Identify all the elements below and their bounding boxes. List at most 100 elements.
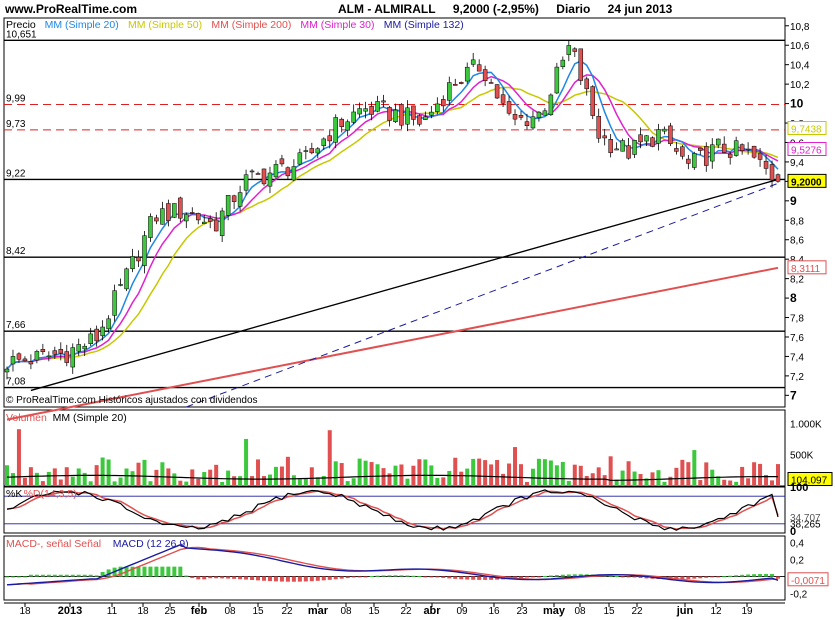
- panel-frame: [3, 486, 786, 534]
- candle: [16, 353, 22, 360]
- macd-histogram-bar: [10, 576, 15, 578]
- candle: [751, 145, 757, 158]
- x-tick-label: 2013: [58, 605, 82, 617]
- macd-histogram-bar: [118, 566, 123, 577]
- x-tick-label: 22: [281, 606, 293, 617]
- y-tick-label: 0,2: [790, 556, 804, 567]
- macd-histogram-bar: [40, 574, 45, 577]
- volume-bar: [262, 476, 266, 486]
- candle: [160, 208, 165, 225]
- legend-item: %D(14,3,5): [24, 488, 77, 500]
- volume-bar: [339, 463, 344, 486]
- volume-bar: [267, 474, 272, 486]
- volume-bar: [608, 456, 613, 486]
- macd-histogram-bar: [196, 576, 201, 580]
- candle: [184, 214, 189, 222]
- macd-histogram-bar: [70, 574, 75, 577]
- macd-histogram-bar: [752, 574, 757, 577]
- candle: [255, 173, 261, 175]
- volume-bar: [184, 481, 189, 486]
- value-tag: [787, 120, 827, 135]
- candle: [393, 109, 398, 122]
- trend-line: [30, 178, 779, 392]
- legend-item: MACD (12 26 9): [113, 538, 189, 550]
- volume-bar: [375, 464, 380, 486]
- volume-bar: [70, 476, 75, 486]
- candle: [327, 135, 332, 142]
- y-tick-label: 0: [790, 526, 796, 538]
- volume-bar: [160, 462, 165, 486]
- level-label: 9,99: [6, 94, 26, 105]
- candle: [10, 356, 16, 365]
- macd-histogram-bar: [5, 576, 9, 578]
- volume-bar: [244, 438, 249, 486]
- x-tick-label: 12: [710, 606, 722, 617]
- candle: [482, 69, 488, 81]
- macd-histogram-bar: [52, 574, 57, 577]
- y-tick-label: 8,8: [790, 216, 804, 227]
- candle: [411, 105, 416, 120]
- volume-bar: [148, 481, 153, 486]
- candle: [602, 135, 607, 139]
- y-tick-label: 100: [790, 482, 808, 494]
- x-tick-label: 15: [368, 606, 380, 617]
- y-tick-label: 9: [790, 194, 797, 208]
- x-tick-label: 08: [574, 606, 586, 617]
- sma20-line: [6, 60, 779, 370]
- y-tick-label: 10,6: [790, 41, 810, 52]
- candle: [542, 110, 548, 116]
- macd-histogram-bar: [614, 575, 619, 577]
- panel-frame: [3, 17, 786, 408]
- volume-bar: [728, 480, 733, 486]
- volume-bar: [250, 476, 255, 486]
- volume-bar: [202, 472, 207, 486]
- volume-bar: [363, 460, 368, 486]
- value-tag-label: 8,3111: [791, 264, 821, 275]
- macd-histogram-bar: [202, 576, 207, 580]
- macd-histogram-bar: [608, 575, 613, 577]
- macd-histogram-bar: [94, 575, 99, 577]
- candle: [739, 144, 745, 151]
- macd-histogram-bar: [435, 576, 440, 578]
- candle: [339, 118, 344, 127]
- volume-bar: [106, 459, 111, 486]
- candle: [745, 148, 751, 151]
- x-tick-label: 25: [164, 606, 176, 617]
- candle: [64, 351, 70, 363]
- candle: [261, 168, 267, 185]
- candle: [291, 166, 297, 181]
- volume-bar: [680, 459, 685, 486]
- macd-histogram-bar: [387, 575, 392, 577]
- macd-histogram-bar: [447, 576, 452, 579]
- volume-bar: [662, 481, 667, 486]
- volume-bar: [82, 472, 87, 486]
- volume-bar: [405, 478, 410, 486]
- level-label: 7,66: [6, 320, 26, 331]
- candle: [632, 140, 637, 155]
- x-tick-label: may: [543, 605, 566, 617]
- macd-histogram-bar: [28, 574, 33, 577]
- macd-histogram-bar: [148, 566, 153, 577]
- y-tick-label: 0,4: [790, 539, 804, 550]
- volume-bar: [178, 480, 183, 486]
- macd-histogram-bar: [160, 566, 165, 577]
- legend-item: MM (Simple 132): [384, 19, 464, 31]
- candle: [172, 203, 177, 218]
- candle: [769, 164, 775, 181]
- candle: [196, 213, 201, 221]
- volume-bar: [459, 471, 464, 486]
- volume-bar: [5, 465, 9, 486]
- volume-bar: [196, 478, 201, 486]
- candle: [321, 138, 327, 147]
- macd-histogram-bar: [680, 576, 685, 580]
- volume-bar: [16, 429, 21, 486]
- chart-header: ALM - ALMIRALL 9,2000 (-2,95%) Diario 24…: [338, 2, 686, 16]
- legend-item: MM (Simple 200): [211, 19, 291, 31]
- volume-bar: [40, 481, 45, 486]
- candle: [303, 150, 309, 152]
- macd-histogram-bar: [746, 574, 751, 577]
- volume-bar: [118, 477, 123, 486]
- macd-histogram-bar: [405, 575, 410, 577]
- macd-histogram-bar: [776, 576, 780, 579]
- macd-histogram-bar: [184, 575, 189, 577]
